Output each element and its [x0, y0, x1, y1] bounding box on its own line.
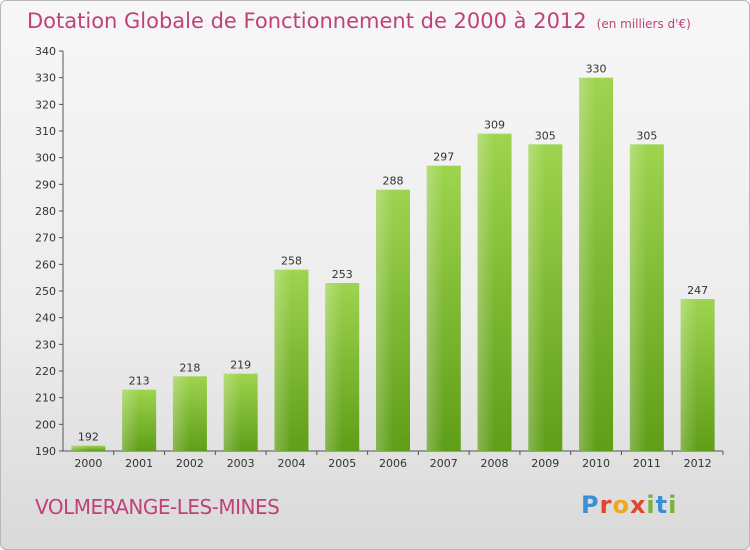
x-tick-label-2012: 2012: [684, 457, 712, 470]
y-tick-label: 220: [35, 365, 56, 378]
bars: 192 213 218 219 258 253 288 297 309 305 330 305 247: [71, 63, 715, 452]
x-tick-label-2004: 2004: [277, 457, 305, 470]
bar-highlight-2005: [325, 283, 360, 451]
x-tick-label-2002: 2002: [176, 457, 204, 470]
x-tick-label-2010: 2010: [582, 457, 610, 470]
x-tick-label-2011: 2011: [633, 457, 661, 470]
x-tick-label-2001: 2001: [125, 457, 153, 470]
bar-highlight-2001: [122, 389, 157, 451]
x-tick-label-2006: 2006: [379, 457, 407, 470]
bar-highlight-2002: [172, 376, 207, 451]
data-label-2005: 253: [332, 268, 353, 281]
x-tick-label-2005: 2005: [328, 457, 356, 470]
x-tick-label-2000: 2000: [74, 457, 102, 470]
y-tick-label: 210: [35, 392, 56, 405]
bar-highlight-2007: [426, 165, 461, 451]
y-tick-label: 250: [35, 285, 56, 298]
bar-highlight-2012: [680, 299, 715, 451]
bar-highlight-2004: [274, 269, 309, 451]
y-tick-label: 200: [35, 418, 56, 431]
x-tick-label-2003: 2003: [227, 457, 255, 470]
y-tick-label: 260: [35, 258, 56, 271]
commune-name: VOLMERANGE-LES-MINES: [35, 495, 280, 519]
data-label-2006: 288: [383, 175, 404, 188]
x-tick-label-2008: 2008: [481, 457, 509, 470]
y-tick-label: 270: [35, 232, 56, 245]
chart-unit: (en milliers d'€): [596, 17, 691, 31]
data-label-2000: 192: [78, 431, 99, 444]
y-tick-label: 240: [35, 312, 56, 325]
data-label-2003: 219: [230, 359, 251, 372]
data-label-2011: 305: [636, 129, 657, 142]
proxiti-logo: Proxiti: [581, 491, 678, 519]
data-label-2012: 247: [687, 284, 708, 297]
data-label-2010: 330: [586, 63, 607, 76]
y-tick-label: 340: [35, 45, 56, 58]
bar-highlight-2006: [376, 189, 410, 451]
x-axis: 2000 2001 2002 2003 2004 2005 2006 2007 2008 2009…: [74, 451, 724, 470]
y-tick-label: 290: [35, 178, 56, 191]
data-label-2004: 258: [281, 255, 302, 268]
chart-title: Dotation Globale de Fonctionnement de 20…: [27, 9, 691, 33]
bar-highlight-2011: [629, 144, 664, 452]
bar-highlight-2009: [528, 144, 563, 452]
y-tick-label: 280: [35, 205, 56, 218]
y-tick-label: 310: [35, 125, 56, 138]
bar-highlight-2010: [579, 77, 614, 452]
data-label-2007: 297: [433, 151, 454, 164]
x-tick-label-2009: 2009: [531, 457, 559, 470]
y-axis: 190 200 210 220 230 240 250 260 270 280 290 300 310 3…: [35, 45, 723, 458]
bar-highlight-2000: [71, 445, 106, 451]
bar-highlight-2003: [223, 373, 258, 451]
bar-highlight-2008: [477, 133, 512, 451]
data-label-2002: 218: [179, 361, 200, 374]
y-tick-label: 320: [35, 98, 56, 111]
y-tick-label: 230: [35, 338, 56, 351]
data-label-2001: 213: [129, 375, 150, 388]
y-tick-label: 190: [35, 445, 56, 458]
data-label-2009: 305: [535, 129, 556, 142]
data-label-2008: 309: [484, 119, 505, 132]
x-tick-label-2007: 2007: [430, 457, 458, 470]
y-tick-label: 300: [35, 152, 56, 165]
y-tick-label: 330: [35, 72, 56, 85]
